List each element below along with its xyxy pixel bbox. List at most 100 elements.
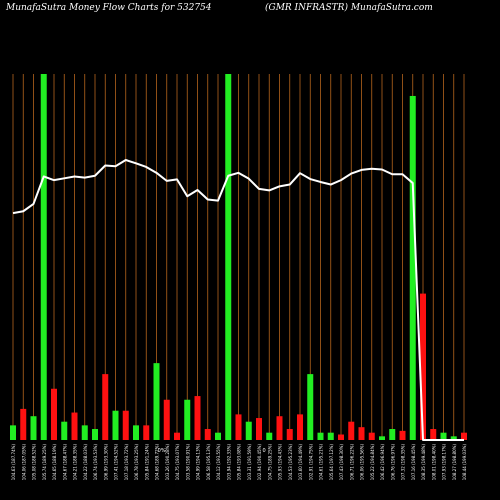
x-tick-label: 104.22 (188.03%) — [83, 444, 88, 481]
outflow-bar — [20, 408, 27, 440]
inflow-bar — [153, 363, 160, 440]
x-tick-label: 104.65 (188.19%) — [52, 444, 57, 481]
inflow-bar — [61, 421, 68, 440]
x-tick-label: 108.01 (198.40%) — [431, 444, 436, 481]
x-tick-label: 106.99 (193.30%) — [103, 444, 108, 481]
x-tick-label: 104.99 (194.13%) — [196, 444, 201, 481]
inflow-bar — [10, 425, 16, 440]
inflow-bar — [40, 74, 47, 440]
money-flow-bars — [10, 74, 467, 441]
x-tick-label: 102.94 (190.45%) — [257, 444, 262, 481]
x-tick-label: 106.74 (193.53%) — [93, 444, 98, 481]
x-tick-label: 107.16 (198.45%) — [411, 444, 416, 481]
inflow-bar — [327, 432, 334, 440]
x-tick-label: 107.93 (198.17%) — [442, 444, 447, 481]
outflow-bar — [276, 416, 283, 440]
outflow-bar — [368, 432, 375, 440]
chart-subtitle: (GMR INFRASTR) MunafaSutra.com — [265, 3, 433, 13]
x-tick-label: 106.78 (193.25%) — [134, 444, 139, 481]
outflow-bar — [461, 432, 467, 440]
x-tick-label: 105.74 (189.25%) — [42, 444, 47, 481]
x-tick-label: 103.31 (191.59%) — [247, 444, 252, 481]
chart-title: MunafaSutra Money Flow Charts for 532754 — [6, 3, 212, 13]
x-tick-label: 104.12 (193.55%) — [216, 444, 221, 481]
gridlines — [12, 74, 465, 440]
outflow-bar — [256, 418, 262, 440]
x-tick-label: 103.26 (190.28%) — [165, 444, 170, 481]
x-tick-label: 104.75 (189.25%) — [267, 444, 272, 481]
x-tick-label: 105.84 (193.08%) — [237, 444, 242, 481]
outflow-bar — [338, 434, 344, 440]
outflow-bar — [430, 429, 437, 440]
inflow-bar — [450, 436, 457, 440]
outflow-bar — [286, 429, 293, 440]
x-tick-label: 104.67 (188.47%) — [62, 444, 67, 481]
x-tick-label: 107.43 (198.30%) — [339, 444, 344, 481]
x-tick-label: 106.42 (196.94%) — [380, 444, 385, 481]
x-tick-label: 106.76 (196.97%) — [390, 444, 395, 481]
outflow-bar — [143, 425, 150, 440]
x-tick-label: 104.61 (195.21%) — [319, 444, 324, 481]
x-tick-label: 104.68 (189.72%) — [155, 444, 160, 481]
x-tick-label: 108.44 (199.03%) — [462, 444, 467, 481]
inflow-bar — [30, 416, 37, 440]
outflow-bar — [399, 430, 406, 440]
outflow-bar — [163, 399, 170, 440]
outflow-bar — [102, 374, 109, 440]
x-tick-label: 108.27 (198.80%) — [452, 444, 457, 481]
x-tick-label: 104.53 (195.23%) — [288, 444, 293, 481]
x-tick-label: 104.06 (187.05%) — [21, 444, 26, 481]
outflow-bar — [122, 410, 129, 440]
price-line-layer — [12, 159, 464, 441]
inflow-bar — [379, 436, 385, 440]
outflow-bar — [348, 421, 355, 440]
inflow-bar — [133, 425, 139, 440]
x-tick-label: 106.71 (196.22%) — [349, 444, 354, 481]
inflow-bar — [440, 432, 447, 440]
x-tick-label: 108.35 (199.48%) — [421, 444, 426, 481]
x-tick-labels: 104.63 (187.74%) 104.06 (187.05%) 105.08 (… — [11, 444, 467, 481]
outflow-bar — [51, 388, 57, 440]
x-tick-label: 104.21 (188.35%) — [73, 444, 78, 481]
inflow-bar — [184, 399, 191, 440]
inflow-bar — [92, 429, 98, 440]
inflow-bar — [81, 425, 88, 440]
inflow-bar — [266, 432, 273, 440]
outflow-bar — [174, 432, 180, 440]
x-tick-label: 103.58 (190.91%) — [185, 444, 190, 481]
x-tick-label: 102.91 (194.75%) — [308, 444, 313, 481]
outflow-bar — [235, 414, 242, 440]
x-tick-label: 105.22 (194.84%) — [370, 444, 375, 481]
price-line — [12, 159, 464, 441]
inflow-bar — [389, 429, 396, 440]
inflow-bar — [317, 432, 324, 440]
x-tick-label: 105.08 (188.52%) — [32, 444, 37, 481]
x-tick-label: 105.64 (197.12%) — [329, 444, 334, 481]
outflow-bar — [71, 412, 78, 440]
x-tick-label: 103.60 (194.49%) — [298, 444, 303, 481]
inflow-bar — [409, 95, 416, 441]
inflow-bar — [225, 74, 232, 440]
x-tick-label: 103.94 (192.33%) — [226, 444, 231, 481]
x-tick-label: 106.06 (195.56%) — [360, 444, 365, 481]
x-tick-label: 105.84 (191.24%) — [144, 444, 149, 481]
x-tick-label: 107.41 (194.52%) — [114, 444, 119, 481]
x-tick-label: 104.75 (193.07%) — [175, 444, 180, 481]
x-tick-label: 107.18 (193.72%) — [124, 444, 129, 481]
outflow-bar — [358, 427, 365, 440]
outflow-bar — [204, 429, 211, 440]
inflow-bar — [245, 421, 252, 440]
x-marker-label: 0% — [158, 448, 166, 454]
inflow-bar — [307, 374, 314, 440]
outflow-bar — [297, 414, 303, 440]
x-tick-label: 106.58 (195.13%) — [206, 444, 211, 481]
outflow-bar — [194, 396, 201, 440]
inflow-bar — [215, 432, 221, 440]
inflow-bar — [112, 410, 119, 440]
x-tick-label: 104.63 (187.74%) — [11, 444, 16, 481]
outflow-bar — [420, 293, 426, 440]
x-tick-label: 105.93 (194.43%) — [278, 444, 283, 481]
x-tick-label: 107.32 (198.35%) — [401, 444, 406, 481]
